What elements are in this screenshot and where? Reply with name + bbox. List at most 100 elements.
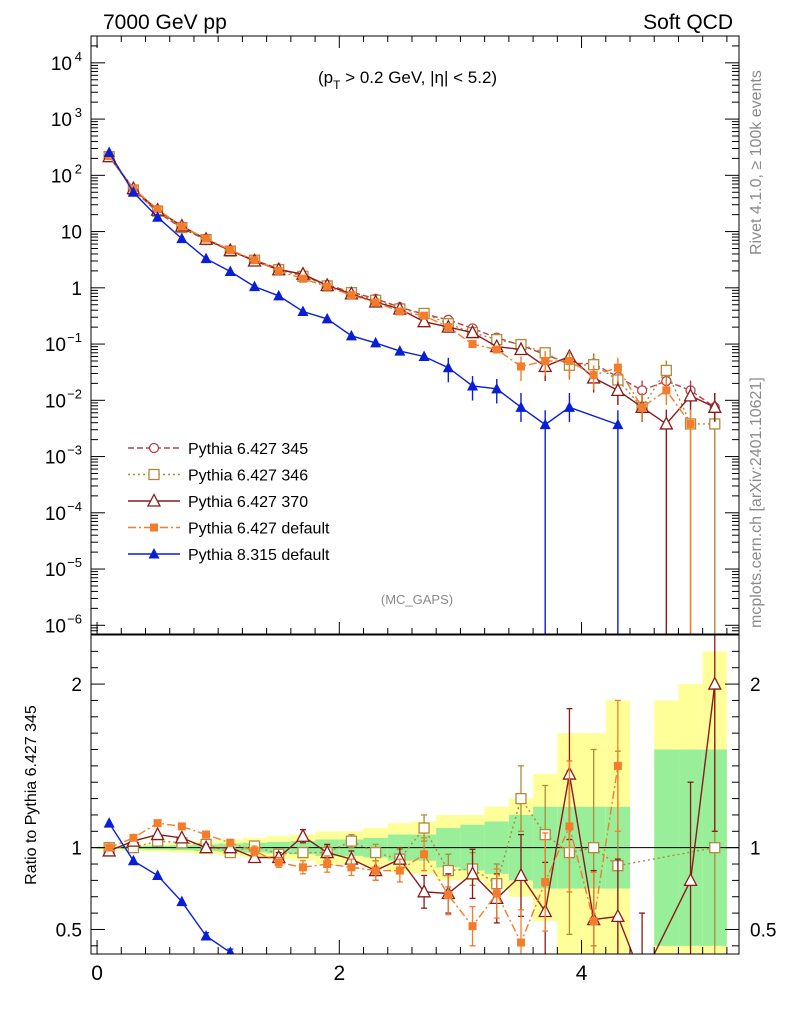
ratio-point-pdef xyxy=(589,917,598,926)
header-right: Soft QCD xyxy=(643,11,733,34)
ratio-point-pdef xyxy=(129,833,138,842)
series-line-p346 xyxy=(108,156,715,425)
x-tick-label: 4 xyxy=(576,962,588,985)
ratio-y-tick-label-right: 2 xyxy=(750,675,761,696)
legend: Pythia 6.427 345 Pythia 6.427 346 Pythia 6… xyxy=(128,441,330,564)
main-frame xyxy=(90,35,740,635)
analysis-watermark: (MC_GAPS) xyxy=(381,592,453,607)
ratio-point-pdef xyxy=(323,860,332,869)
ratio-point-p8 xyxy=(152,869,164,880)
ratio-point-pdef xyxy=(274,858,283,867)
ratio-y-tick-label: 2 xyxy=(71,675,82,696)
x-tick-label: 2 xyxy=(333,962,345,985)
y-tick-label: 10 xyxy=(51,166,72,187)
ratio-point-pdef xyxy=(613,761,622,770)
y-tick-label: 10 xyxy=(45,448,66,469)
data-point-p8 xyxy=(152,211,164,222)
ratio-point-p370 xyxy=(223,839,238,854)
ratio-point-p8 xyxy=(226,946,235,954)
ratio-point-pdef xyxy=(395,866,404,875)
data-point-p8 xyxy=(394,345,406,356)
ratio-point-p8 xyxy=(127,854,139,866)
data-point-p370 xyxy=(513,341,529,356)
ratio-point-p346 xyxy=(709,842,721,854)
ratio-point-pdef xyxy=(153,819,162,828)
legend-marker-p8 xyxy=(148,548,160,559)
ratio-point-p370 xyxy=(610,908,625,923)
data-point-pdef xyxy=(541,356,550,365)
y-tick-label: 10 xyxy=(45,560,66,581)
y-tick-label: 10 xyxy=(45,335,66,356)
ratio-point-pdef xyxy=(420,850,429,859)
ratio-point-p346 xyxy=(588,842,600,854)
data-point-pdef xyxy=(516,362,525,371)
ratio-bands-layer xyxy=(97,651,727,954)
legend-marker-pdef xyxy=(150,523,158,532)
ratio-point-p370 xyxy=(198,839,214,854)
ratio-point-p8 xyxy=(176,895,188,907)
ratio-frame xyxy=(90,634,740,955)
data-point-p370 xyxy=(610,382,625,397)
legend-label-p370: Pythia 6.427 370 xyxy=(188,494,308,511)
ratio-series-layer xyxy=(102,635,722,954)
ratio-point-p346 xyxy=(345,835,358,847)
y-tick-label: 10 xyxy=(51,54,72,75)
ratio-point-p370 xyxy=(174,829,189,844)
ratio-ylabel: Ratio to Pythia 6.427 345 xyxy=(23,705,40,885)
data-point-pdef xyxy=(298,274,307,283)
ratio-y-tick-label: 1 xyxy=(71,839,82,860)
data-point-p370 xyxy=(417,313,432,328)
data-point-p370 xyxy=(465,324,480,339)
series-line-p370 xyxy=(108,156,716,425)
data-point-p8 xyxy=(345,329,357,341)
data-point-pdef xyxy=(202,234,211,243)
data-point-p346 xyxy=(660,364,672,377)
data-point-p370 xyxy=(707,399,722,413)
data-point-pdef xyxy=(492,345,501,354)
ratio-point-pdef xyxy=(347,863,356,872)
data-point-p8 xyxy=(273,289,285,301)
y-tick-exponent: 3 xyxy=(75,105,82,120)
ratio-point-pdef xyxy=(444,891,453,900)
y-tick-exponent: −6 xyxy=(67,611,82,626)
ratio-point-p346 xyxy=(369,846,382,859)
data-point-p8 xyxy=(491,382,503,394)
data-point-p8 xyxy=(321,312,333,324)
data-point-pdef xyxy=(226,246,235,255)
ratio-point-pdef xyxy=(105,843,114,852)
y-tick-exponent: −4 xyxy=(67,499,82,514)
series-line-pdef xyxy=(108,155,692,425)
data-point-pdef xyxy=(153,205,162,214)
y-tick-exponent: −3 xyxy=(67,443,82,458)
data-point-pdef xyxy=(371,298,380,307)
y-tick-label: 10 xyxy=(61,223,82,244)
data-point-p8 xyxy=(297,305,309,316)
legend-label-p346: Pythia 6.427 346 xyxy=(188,468,308,485)
ratio-point-pdef xyxy=(468,922,477,931)
data-point-p8 xyxy=(515,401,527,412)
y-tick-exponent: 2 xyxy=(75,161,82,176)
ratio-point-p346 xyxy=(515,792,527,805)
y-tick-exponent: −5 xyxy=(67,555,82,570)
ratio-point-p370 xyxy=(247,849,262,864)
data-point-p370 xyxy=(683,387,698,402)
data-point-p8 xyxy=(103,146,115,157)
data-point-pdef xyxy=(420,311,429,320)
data-point-p8 xyxy=(467,379,479,391)
x-tick-label: 0 xyxy=(91,962,103,985)
mcplots-label: mcplots.cern.ch [arXiv:2401.10621] xyxy=(748,377,765,628)
ratio-point-p8 xyxy=(200,930,212,941)
y-tick-exponent: −1 xyxy=(67,330,82,345)
legend-label-p345: Pythia 6.427 345 xyxy=(188,441,308,458)
ratio-point-pdef xyxy=(371,866,380,875)
rivet-label: Rivet 4.1.0, ≥ 100k events xyxy=(748,70,765,255)
data-point-p8 xyxy=(200,252,212,264)
y-tick-label: 1 xyxy=(71,279,82,300)
legend-marker-p346 xyxy=(148,468,160,481)
data-point-p8 xyxy=(418,350,430,362)
ratio-line-pdef xyxy=(108,765,619,945)
data-point-p8 xyxy=(442,361,454,373)
y-tick-label: 10 xyxy=(51,110,72,131)
data-point-pdef xyxy=(638,403,647,412)
